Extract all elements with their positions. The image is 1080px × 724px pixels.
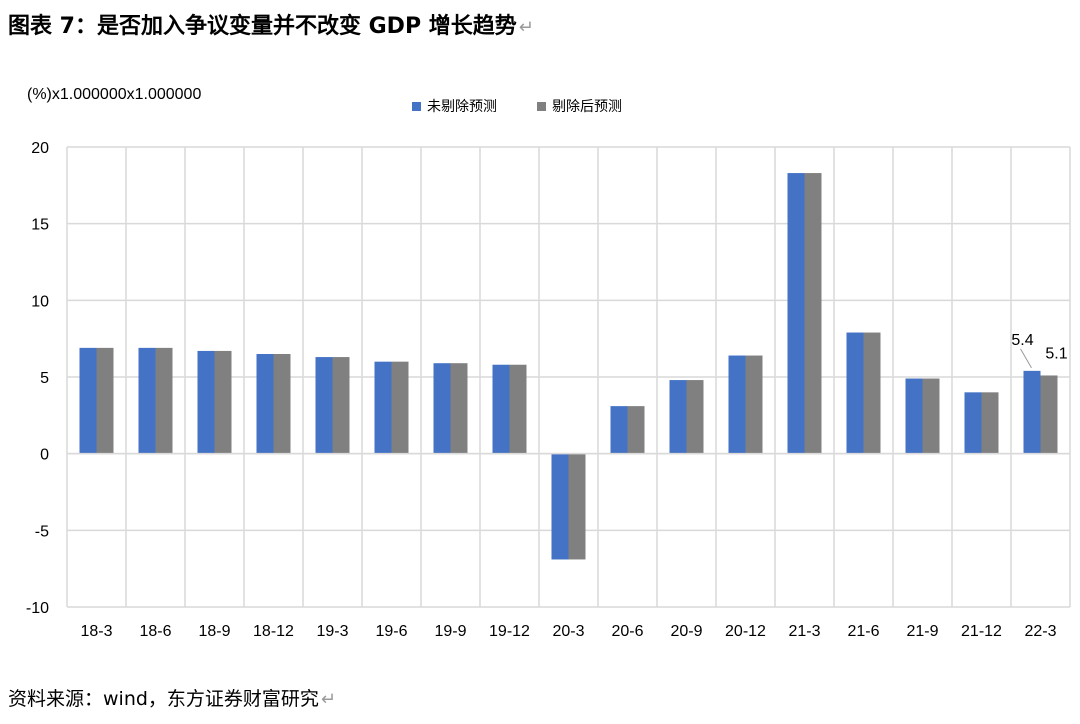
bar-series-1-18-12 <box>256 354 274 454</box>
x-tick-label: 18-3 <box>80 623 112 640</box>
return-mark-icon: ↵ <box>320 689 337 710</box>
bar-series-1-18-6 <box>138 347 156 454</box>
legend-label-series-2: 剔除后预测 <box>552 99 622 115</box>
x-tick-label: 18-6 <box>139 623 171 640</box>
x-tick-label: 20-6 <box>611 623 643 640</box>
bar-series-1-19-9 <box>433 363 451 454</box>
data-label-leader-line <box>1020 348 1032 369</box>
bar-series-1-21-3 <box>787 173 805 454</box>
x-tick-label: 19-12 <box>489 623 530 640</box>
y-axis-unit-label: (%)x1.000000x1.000000 <box>27 86 202 103</box>
chart-legend: 未剔除预测 剔除后预测 <box>412 96 622 116</box>
x-tick-label: 18-9 <box>198 623 230 640</box>
y-tick-label: 10 <box>31 293 49 310</box>
bar-series-2-21-6 <box>863 332 881 454</box>
bar-series-1-19-6 <box>374 361 392 454</box>
legend-item-series-1: 未剔除预测 <box>412 96 497 116</box>
bar-series-2-21-3 <box>804 173 822 454</box>
bar-series-1-22-3 <box>1023 370 1041 454</box>
x-tick-label: 20-3 <box>552 623 584 640</box>
bar-series-2-19-9 <box>450 363 468 454</box>
x-tick-label: 20-12 <box>725 623 766 640</box>
bar-series-1-20-6 <box>610 406 628 454</box>
bar-series-2-18-9 <box>214 350 232 454</box>
x-tick-label: 19-9 <box>434 623 466 640</box>
bar-series-2-18-3 <box>96 347 114 454</box>
x-tick-label: 21-6 <box>847 623 879 640</box>
bar-series-2-21-9 <box>922 378 940 454</box>
y-tick-label: 0 <box>40 447 49 464</box>
bar-series-1-19-3 <box>315 357 333 454</box>
x-tick-label: 21-9 <box>906 623 938 640</box>
return-mark-icon: ↵ <box>518 17 534 38</box>
bar-series-1-21-12 <box>964 392 982 454</box>
bar-series-2-18-6 <box>155 347 173 454</box>
chart-title-text: 图表 7：是否加入争议变量并不改变 GDP 增长趋势 <box>8 14 517 39</box>
bar-series-2-20-9 <box>686 380 704 454</box>
y-tick-label: 15 <box>31 217 49 234</box>
x-tick-label: 19-3 <box>316 623 348 640</box>
bar-series-1-18-3 <box>79 347 97 454</box>
bar-series-2-20-6 <box>627 406 645 454</box>
bar-series-2-19-3 <box>332 357 350 454</box>
bar-series-2-18-12 <box>273 354 291 454</box>
source-text: 资料来源：wind，东方证券财富研究 <box>8 688 319 710</box>
bar-series-2-20-12 <box>745 355 763 454</box>
x-tick-label: 21-3 <box>788 623 820 640</box>
bar-series-2-20-3 <box>568 453 586 560</box>
y-tick-label: 20 <box>31 140 49 157</box>
bar-series-1-18-9 <box>197 350 215 454</box>
x-tick-label: 22-3 <box>1024 623 1056 640</box>
x-tick-label: 20-9 <box>670 623 702 640</box>
x-tick-label: 19-6 <box>375 623 407 640</box>
legend-swatch-series-1 <box>412 101 421 111</box>
y-tick-label: -10 <box>26 600 49 617</box>
bar-series-1-21-6 <box>846 332 864 454</box>
legend-label-series-1: 未剔除预测 <box>427 99 497 115</box>
legend-item-series-2: 剔除后预测 <box>537 96 622 116</box>
bar-series-2-19-6 <box>391 361 409 454</box>
bar-series-2-19-12 <box>509 364 527 454</box>
bar-series-1-19-12 <box>492 364 510 454</box>
bar-series-1-20-9 <box>669 380 687 454</box>
x-tick-label: 21-12 <box>961 623 1002 640</box>
bar-series-1-20-3 <box>551 453 569 560</box>
bar-series-2-21-12 <box>981 392 999 454</box>
bar-series-1-20-12 <box>728 355 746 454</box>
legend-swatch-series-2 <box>537 101 546 111</box>
data-label: 5.4 <box>1011 332 1033 349</box>
y-tick-label: -5 <box>35 523 49 540</box>
data-label: 5.1 <box>1045 345 1067 362</box>
bar-series-2-22-3 <box>1040 375 1058 454</box>
x-tick-label: 18-12 <box>253 623 294 640</box>
source-note: 资料来源：wind，东方证券财富研究 ↵ <box>8 684 336 711</box>
y-tick-label: 5 <box>40 370 49 387</box>
bar-series-1-21-9 <box>905 378 923 454</box>
chart-title: 图表 7：是否加入争议变量并不改变 GDP 增长趋势 ↵ <box>8 8 534 40</box>
